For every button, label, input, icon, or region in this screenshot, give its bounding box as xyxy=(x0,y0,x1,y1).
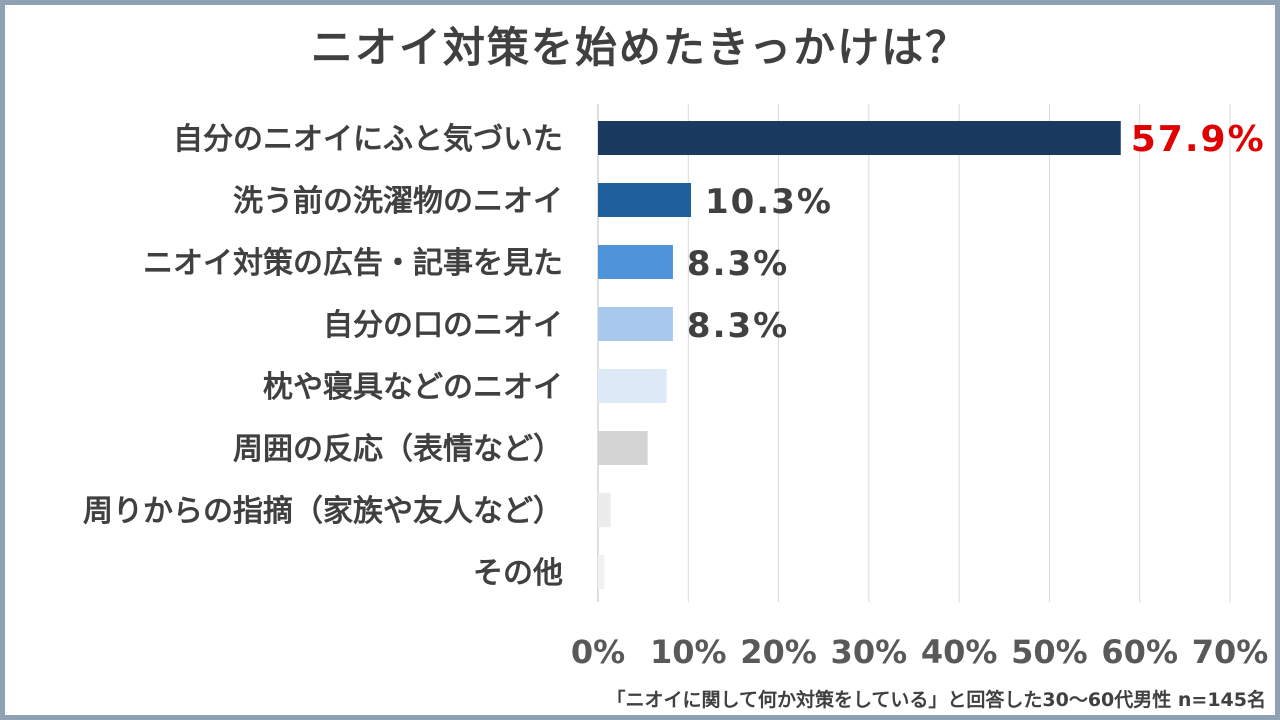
category-label: 周囲の反応（表情など） xyxy=(233,432,563,467)
category-label: 自分の口のニオイ xyxy=(323,308,563,343)
data-labels: 57.9% 10.3% 8.3% 8.3% xyxy=(687,119,1266,346)
data-label: 57.9% xyxy=(1131,119,1266,160)
chart-title: ニオイ対策を始めたきっかけは？ xyxy=(310,23,970,72)
x-tick-labels: 0% 10% 20% 30% 40% 50% 60% 70% xyxy=(571,633,1268,671)
x-tick-label: 40% xyxy=(921,633,998,671)
category-label: 枕や寝具などのニオイ xyxy=(263,370,563,405)
data-label: 10.3% xyxy=(705,182,833,222)
data-label: 8.3% xyxy=(687,306,789,346)
x-tick-label: 50% xyxy=(1011,633,1088,671)
category-label: 周りからの指摘（家族や友人など） xyxy=(83,494,563,529)
bar xyxy=(598,431,648,465)
x-tick-label: 60% xyxy=(1101,633,1178,671)
bar xyxy=(598,245,673,279)
bar xyxy=(598,369,667,403)
gridlines xyxy=(597,104,1231,602)
bar xyxy=(598,493,611,527)
x-tick-label: 20% xyxy=(740,633,817,671)
x-tick-label: 30% xyxy=(831,633,908,671)
category-label: ニオイ対策の広告・記事を見た xyxy=(143,246,563,281)
category-label: 洗う前の洗濯物のニオイ xyxy=(233,184,563,219)
category-label: その他 xyxy=(473,556,563,591)
bar xyxy=(598,555,605,589)
x-tick-label: 0% xyxy=(571,633,625,671)
category-label: 自分のニオイにふと気づいた xyxy=(173,122,563,157)
x-tick-label: 10% xyxy=(650,633,727,671)
category-labels: 自分のニオイにふと気づいた洗う前の洗濯物のニオイニオイ対策の広告・記事を見た自分… xyxy=(83,122,563,591)
bar xyxy=(598,307,673,341)
bar xyxy=(598,183,691,217)
x-tick-label: 70% xyxy=(1192,633,1269,671)
bars xyxy=(598,121,1121,589)
data-label: 8.3% xyxy=(687,244,789,284)
bar xyxy=(598,121,1121,155)
footnote: 「ニオイに関して何か対策をしている」と回答した30～60代男性 n=145名 xyxy=(606,689,1266,711)
